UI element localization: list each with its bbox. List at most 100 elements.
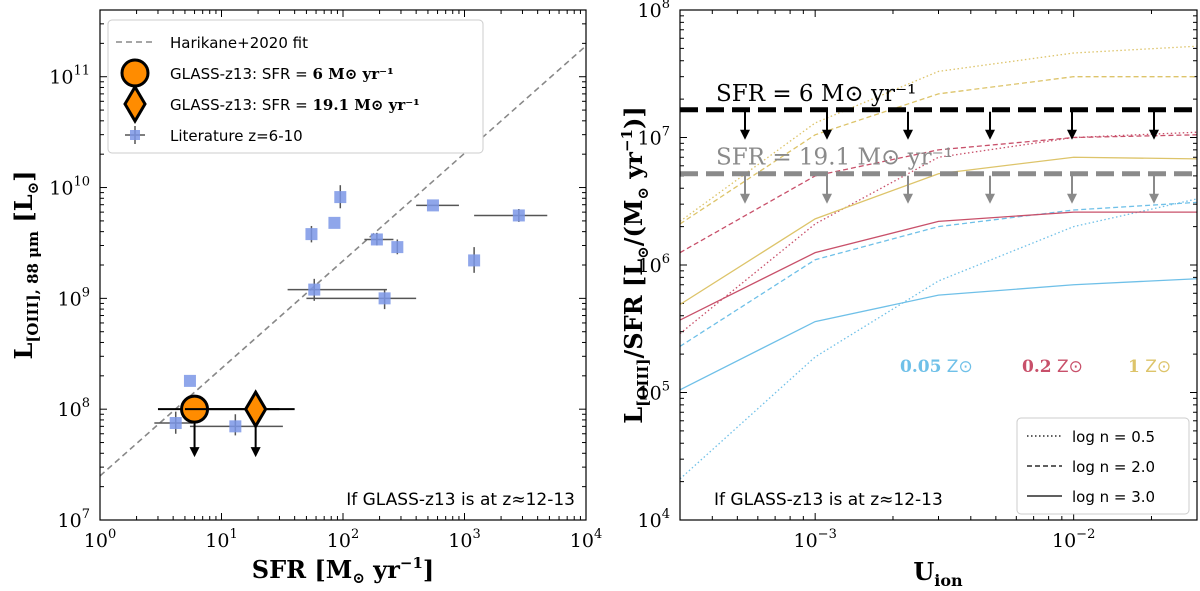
glass-diamond-marker <box>243 389 268 430</box>
literature-marker <box>308 283 321 296</box>
series-line <box>680 201 1197 347</box>
limit-arrowhead <box>1067 129 1077 140</box>
series-line <box>680 278 1197 391</box>
left-legend: Harikane+2020 fit GLASS-z13: SFR = 6 M⊙ … <box>107 19 484 154</box>
series-line <box>680 134 1197 254</box>
literature-marker <box>305 228 318 241</box>
legend-glass-6-label: GLASS-z13: SFR = 6 M⊙ yr⁻¹ <box>170 65 394 83</box>
series-line <box>680 76 1197 225</box>
limit-arrowhead <box>1067 193 1077 204</box>
right-limits: SFR = 6 M⊙ yr⁻¹ SFR = 19.1 M⊙ yr⁻¹ <box>680 81 1197 204</box>
literature-point <box>468 247 481 273</box>
legend-fit-label: Harikane+2020 fit <box>170 34 308 52</box>
limit-arrowhead <box>985 129 995 140</box>
y-tick-label: 105 <box>638 380 670 405</box>
y-tick-label: 107 <box>58 507 90 532</box>
literature-point <box>154 411 193 434</box>
literature-point <box>189 414 283 436</box>
literature-point <box>391 239 404 255</box>
y-tick-label: 106 <box>638 252 670 277</box>
literature-point <box>183 374 196 387</box>
limit-label: SFR = 19.1 M⊙ yr⁻¹ <box>716 145 953 171</box>
literature-marker <box>426 199 439 212</box>
metallicity-label-005: 0.05 Z⊙ <box>900 357 973 377</box>
metallicity-label-02: 0.2 Z⊙ <box>1022 357 1083 377</box>
literature-marker <box>328 216 341 229</box>
left-x-axis-label: SFR [M⊙ yr−1] <box>252 554 435 587</box>
literature-point <box>334 185 347 209</box>
right-y-axis-label: L[OIII]/SFR [L⊙/(M⊙ yr−1)] <box>618 106 652 423</box>
limit-arrowhead <box>822 129 832 140</box>
series-line <box>680 156 1197 306</box>
x-tick-label: 100 <box>84 527 116 552</box>
glass-point-sfr19 <box>184 389 295 458</box>
legend-glass-diamond-marker <box>123 84 147 124</box>
y-tick-label: 104 <box>638 507 670 532</box>
left-panel: 100 101 102 103 104 107 108 109 1010 1011 Harikan… <box>9 9 602 587</box>
limit-label: SFR = 6 M⊙ yr⁻¹ <box>716 81 916 107</box>
x-tick-label: 102 <box>327 527 359 552</box>
limit-arrowhead <box>740 193 750 204</box>
right-series <box>680 45 1197 480</box>
literature-marker <box>183 374 196 387</box>
limit-arrowhead <box>1149 193 1159 204</box>
x-tick-label: 104 <box>570 527 602 552</box>
y-tick-label: 1011 <box>49 64 90 89</box>
limit-arrowhead <box>985 193 995 204</box>
right-ticks: 10−3 10−2 104 105 106 107 108 <box>638 0 1198 552</box>
y-tick-label: 109 <box>58 285 90 310</box>
legend-logn-05: log n = 0.5 <box>1072 428 1155 446</box>
literature-points <box>154 185 548 436</box>
series-line <box>680 198 1197 480</box>
x-tick-label: 10−2 <box>1052 527 1095 552</box>
right-annotation: If GLASS-z13 is at z≈12-13 <box>714 490 943 510</box>
glass-points <box>157 389 295 458</box>
legend-literature-marker <box>130 130 140 140</box>
y-tick-label: 108 <box>638 0 670 22</box>
series-line <box>680 211 1197 321</box>
limit-arrowhead <box>740 129 750 140</box>
literature-point <box>328 216 341 229</box>
legend-logn-30: log n = 3.0 <box>1072 488 1155 506</box>
glass-upper-limit-arrow <box>250 447 261 458</box>
limit-arrowhead <box>1149 129 1159 140</box>
literature-point <box>416 199 459 212</box>
limit-arrowhead <box>822 193 832 204</box>
literature-point <box>474 209 548 222</box>
literature-point <box>305 225 318 243</box>
legend-glass-circle-marker <box>120 58 150 88</box>
right-axes-frame <box>679 9 1198 521</box>
legend-literature-label: Literature z=6-10 <box>170 127 303 145</box>
literature-marker <box>378 292 391 305</box>
harikane-fit-line <box>100 45 586 477</box>
legend-glass-19-label: GLASS-z13: SFR = 19.1 M⊙ yr⁻¹ <box>170 96 420 114</box>
limit-sfr19: SFR = 19.1 M⊙ yr⁻¹ <box>680 145 1197 204</box>
literature-marker <box>370 233 383 246</box>
literature-point <box>306 289 417 310</box>
left-axes-frame <box>99 9 587 521</box>
right-legend: log n = 0.5 log n = 2.0 log n = 3.0 <box>1016 417 1190 515</box>
limit-arrowhead <box>903 129 913 140</box>
literature-marker <box>468 254 481 267</box>
metallicity-label-1: 1 Z⊙ <box>1128 357 1171 377</box>
right-x-axis-label: Uion <box>913 557 963 590</box>
literature-marker <box>334 191 347 204</box>
left-ticks: 100 101 102 103 104 107 108 109 1010 1011 <box>49 9 602 552</box>
literature-marker <box>229 420 242 433</box>
fit-line-group <box>100 45 586 477</box>
left-annotation: If GLASS-z13 is at z≈12-13 <box>346 490 575 510</box>
literature-marker <box>169 417 182 430</box>
y-tick-label: 108 <box>58 396 90 421</box>
y-tick-label: 107 <box>638 125 670 150</box>
series-line <box>680 45 1197 222</box>
legend-logn-20: log n = 2.0 <box>1072 458 1155 476</box>
literature-marker <box>391 241 404 254</box>
literature-point <box>287 278 387 301</box>
glass-upper-limit-arrow <box>189 447 200 458</box>
literature-marker <box>512 209 525 222</box>
left-y-axis-label: L[OIII], 88 μm [L⊙] <box>9 170 42 359</box>
y-tick-label: 1010 <box>49 175 90 200</box>
limit-sfr6: SFR = 6 M⊙ yr⁻¹ <box>680 81 1197 140</box>
x-tick-label: 101 <box>205 527 237 552</box>
